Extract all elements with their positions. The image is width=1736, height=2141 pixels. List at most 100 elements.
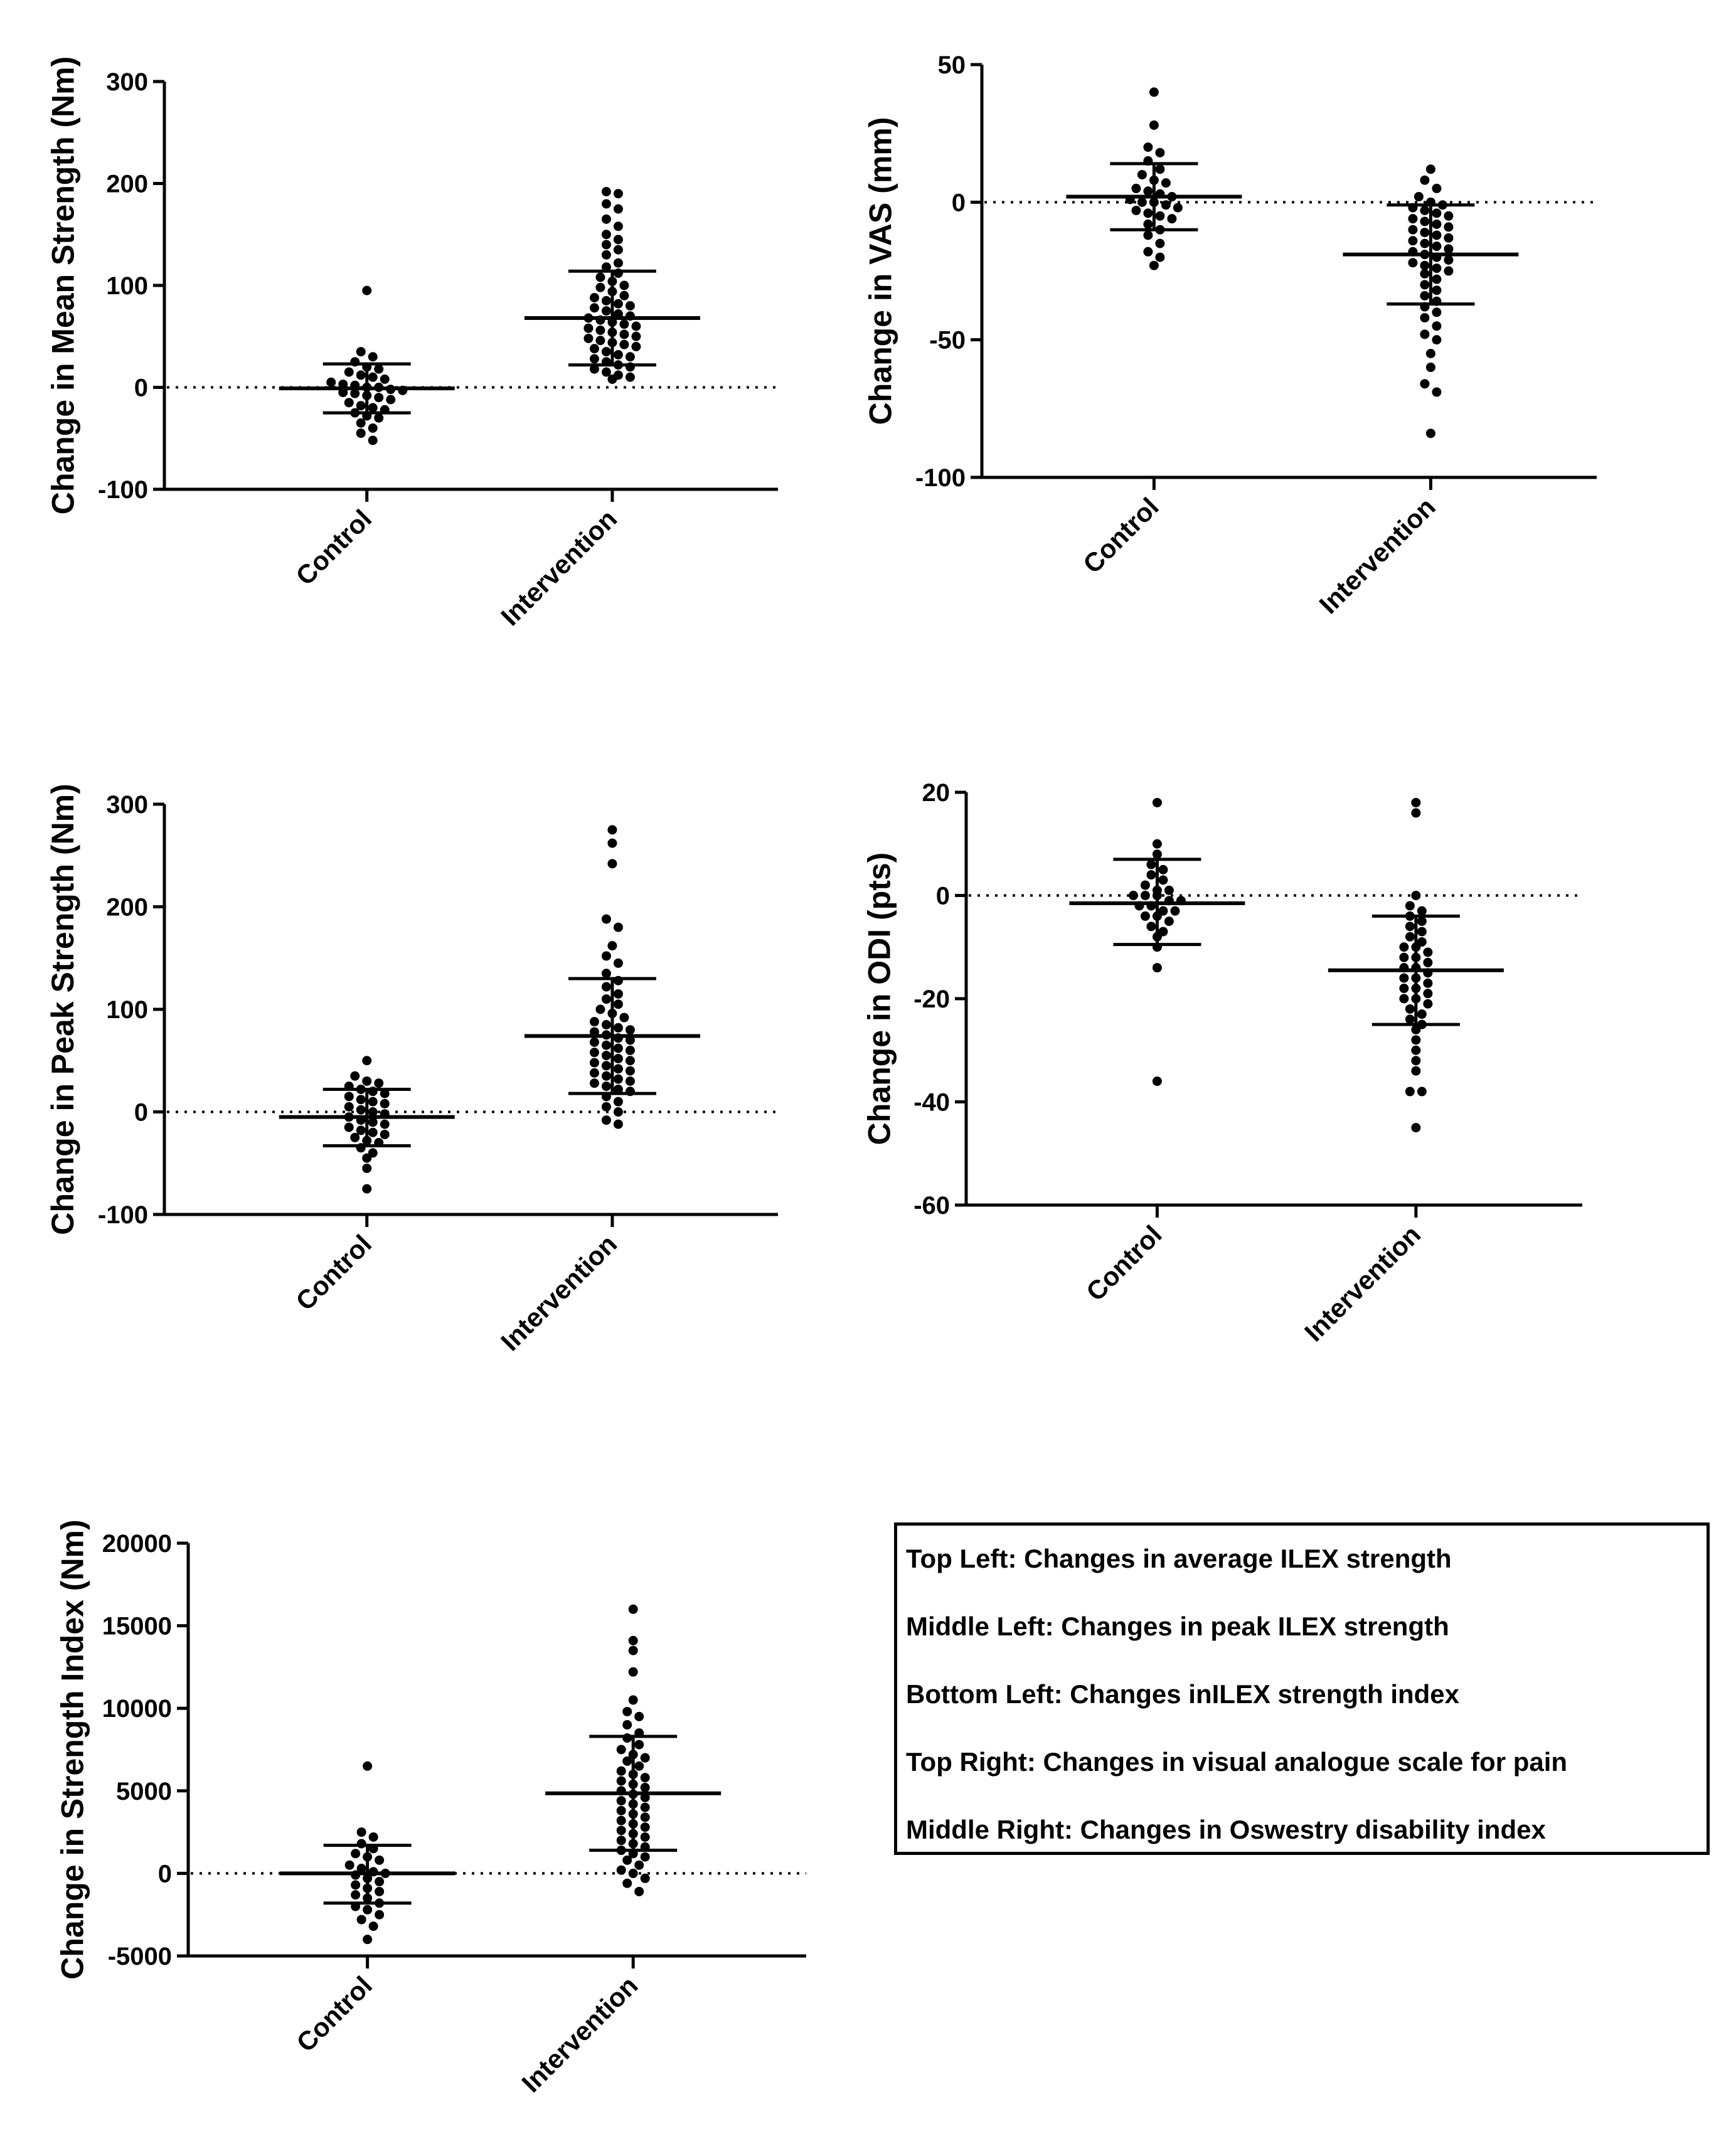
data-point [374, 1078, 384, 1088]
data-point [640, 1783, 650, 1793]
data-point [1161, 178, 1171, 188]
data-point [622, 1855, 632, 1865]
data-point [1444, 222, 1454, 232]
data-point [1420, 280, 1430, 290]
data-point [613, 1053, 623, 1063]
data-point [616, 1766, 626, 1776]
y-tick-label: 15000 [102, 1613, 172, 1640]
data-point [619, 339, 629, 349]
data-point [1140, 911, 1150, 921]
data-point [1167, 214, 1177, 224]
data-point [613, 1074, 623, 1084]
data-point [595, 282, 605, 292]
data-point [380, 1088, 390, 1098]
data-point [622, 1706, 632, 1716]
data-point [619, 280, 629, 290]
data-point [628, 1695, 638, 1705]
data-point [1423, 989, 1433, 999]
data-point [1420, 216, 1430, 226]
data-point [589, 1037, 599, 1047]
data-point [613, 1119, 623, 1129]
data-point [1432, 387, 1442, 397]
y-tick-label: -100 [98, 476, 148, 504]
data-point [1155, 238, 1165, 248]
data-point [368, 1832, 378, 1842]
data-point [375, 1910, 385, 1920]
data-point [613, 299, 623, 309]
data-point [344, 1092, 354, 1102]
plot-area-bottom-left: 20000 15000 10000 5000 0 -5000 Control Interven… [102, 1530, 806, 2098]
data-point [613, 989, 623, 999]
data-point [595, 336, 605, 346]
data-point [375, 1855, 385, 1865]
data-point [1399, 973, 1409, 983]
data-point [1143, 186, 1153, 196]
data-point [1425, 428, 1435, 438]
data-point [1143, 219, 1153, 229]
data-point [616, 1796, 626, 1806]
data-point [628, 1645, 638, 1655]
data-point [1425, 164, 1435, 174]
data-point [607, 375, 617, 384]
y-tick-label: 5000 [116, 1778, 172, 1805]
data-point [607, 838, 617, 848]
data-point [1444, 255, 1454, 265]
data-point [625, 1066, 635, 1076]
data-point [601, 187, 611, 196]
chart-top-right: 50 0 -50 -100 Control Intervention [915, 51, 1597, 619]
data-point [601, 199, 611, 209]
data-point [601, 230, 611, 240]
data-point [363, 1761, 373, 1771]
data-point [368, 1097, 378, 1107]
data-point [601, 347, 611, 357]
data-point [356, 1827, 366, 1837]
data-point [601, 1115, 611, 1125]
chart-middle-right: 20 0 -20 -40 -60 Control Intervention [913, 779, 1582, 1347]
data-point [375, 1886, 385, 1896]
data-point [1411, 891, 1421, 900]
data-point [1152, 839, 1162, 849]
data-point [601, 306, 611, 316]
data-point [616, 1805, 626, 1815]
data-point [616, 1865, 626, 1875]
data-point [356, 347, 366, 357]
data-point [589, 344, 599, 354]
data-point [1146, 870, 1156, 880]
data-point [601, 1102, 611, 1112]
data-point [625, 352, 635, 362]
y-tick-label: 300 [106, 68, 148, 96]
data-point [589, 354, 599, 364]
data-point [1420, 329, 1430, 339]
data-point [1173, 203, 1183, 213]
data-point [1149, 260, 1159, 270]
data-point [1444, 244, 1454, 254]
y-tick-label: 0 [936, 883, 950, 910]
data-point [640, 1802, 650, 1812]
data-point [362, 285, 372, 295]
data-point [613, 922, 623, 932]
data-point [1411, 808, 1421, 818]
data-point [622, 1720, 632, 1730]
data-point [1420, 175, 1430, 185]
data-point [363, 1905, 373, 1915]
data-point [1143, 230, 1153, 240]
data-point [1152, 963, 1162, 973]
data-point [589, 1048, 599, 1058]
data-point [1432, 183, 1442, 193]
data-point [625, 301, 635, 311]
data-point [625, 1045, 635, 1055]
data-point [1411, 1056, 1421, 1066]
data-point [601, 994, 611, 1004]
y-tick-label: -40 [913, 1089, 950, 1117]
data-point [628, 1868, 638, 1878]
data-point [589, 1068, 599, 1078]
data-point [634, 1886, 644, 1896]
y-tick-label: -60 [913, 1192, 950, 1219]
data-point [1432, 321, 1442, 331]
data-point [356, 1105, 366, 1115]
chart-middle-left: 300 200 100 0 -100 Control Intervention [98, 791, 778, 1356]
data-point [607, 825, 617, 835]
data-point [1432, 219, 1442, 229]
data-point [362, 1163, 372, 1173]
data-point [1423, 957, 1433, 967]
